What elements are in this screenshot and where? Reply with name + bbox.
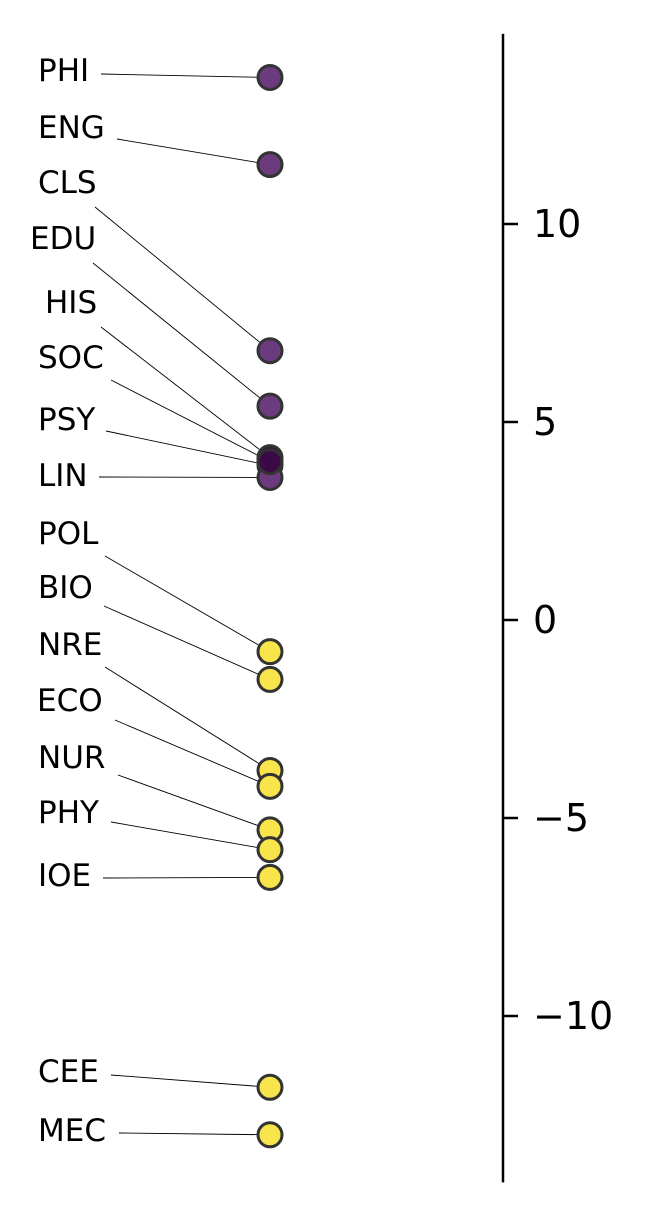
data-point-edu [256,392,284,420]
point-label-eco: ECO [37,683,103,719]
y-tick-label: −10 [533,994,613,1038]
data-points [256,63,284,1149]
data-point-cls [256,337,284,365]
leader-line-phy [110,821,271,851]
leader-line-mec [118,1132,271,1136]
point-label-ioe: IOE [38,858,91,894]
point-label-mec: MEC [38,1113,106,1149]
leader-line-his [100,326,271,458]
point-label-cee: CEE [38,1054,99,1090]
y-tick-label: 10 [533,202,581,246]
leader-line-psy [105,430,271,467]
point-label-phy: PHY [38,795,99,831]
leader-line-nur [117,774,271,831]
data-point-eco [256,772,284,800]
y-tick-label: 5 [533,400,557,444]
point-label-bio: BIO [38,570,93,606]
point-label-phi: PHI [38,53,89,89]
point-label-cls: CLS [38,165,97,201]
leader-line-eco [114,719,271,787]
point-label-soc: SOC [38,340,104,376]
leader-line-bio [103,605,271,680]
data-point-eng [256,151,284,179]
point-label-his: HIS [45,285,97,321]
y-axis: 10 5 0 −5 −10 [501,33,613,1183]
leader-line-edu [92,262,271,407]
point-label-nur: NUR [38,740,105,776]
data-point-cee [256,1073,284,1101]
data-point-phy [256,836,284,864]
point-label-lin: LIN [38,458,88,494]
data-point-soc [256,448,284,476]
point-label-pol: POL [38,516,99,552]
point-label-nre: NRE [38,627,102,663]
data-point-ioe [256,863,284,891]
y-tick-label: 0 [533,598,557,642]
leader-line-ioe [102,876,271,879]
leader-line-cee [110,1074,271,1088]
data-point-bio [256,665,284,693]
point-labels: PHI ENG CLS EDU HIS SOC PSY LIN POL BIO NRE ECO NUR P… [30,53,106,1149]
y-tick-label: −5 [533,796,589,840]
leader-lines [92,73,271,1136]
point-label-edu: EDU [30,221,96,257]
point-label-eng: ENG [38,110,105,146]
data-point-pol [256,638,284,666]
leader-line-nre [104,666,271,771]
leader-line-soc [110,379,271,463]
point-label-psy: PSY [38,402,95,438]
leader-line-cls [94,206,271,352]
leader-line-pol [104,555,271,653]
data-point-mec [256,1121,284,1149]
leader-line-phi [100,73,271,78]
data-point-phi [256,63,284,91]
leader-line-eng [116,138,271,166]
